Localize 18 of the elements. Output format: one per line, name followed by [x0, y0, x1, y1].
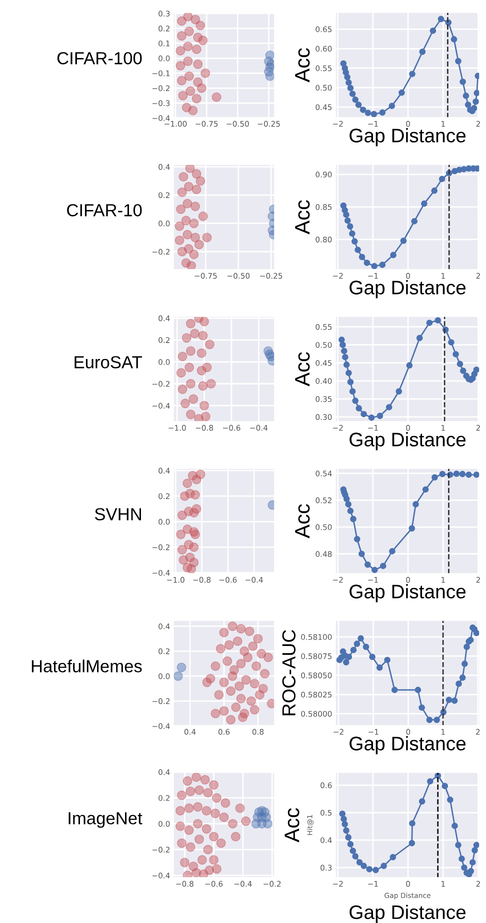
- text: CIFAR-10: [67, 204, 142, 216]
- text: SVHN: [94, 508, 141, 520]
- x-axis-title: Gap Distance: [350, 128, 466, 146]
- y-axis-title: Acc: [295, 504, 310, 538]
- y-axis-title: ROC-AUC: [282, 630, 296, 716]
- text: CIFAR-100: [57, 52, 142, 64]
- x-axis-title: Gap Distance: [350, 280, 466, 298]
- y-axis-title: Acc: [284, 808, 300, 842]
- y-axis-title: Acc: [295, 200, 310, 234]
- x-axis-title: Gap Distance: [350, 736, 466, 754]
- text: ImageNet: [68, 812, 142, 828]
- text: HatefulMemes: [32, 660, 142, 672]
- text: EuroSAT: [74, 356, 142, 368]
- x-axis-title: Gap Distance: [350, 904, 466, 923]
- y-axis-title: Acc: [295, 48, 310, 82]
- y-axis-title: Acc: [295, 352, 310, 386]
- x-axis-title: Gap Distance: [350, 432, 466, 450]
- x-axis-title: Gap Distance: [350, 584, 466, 602]
